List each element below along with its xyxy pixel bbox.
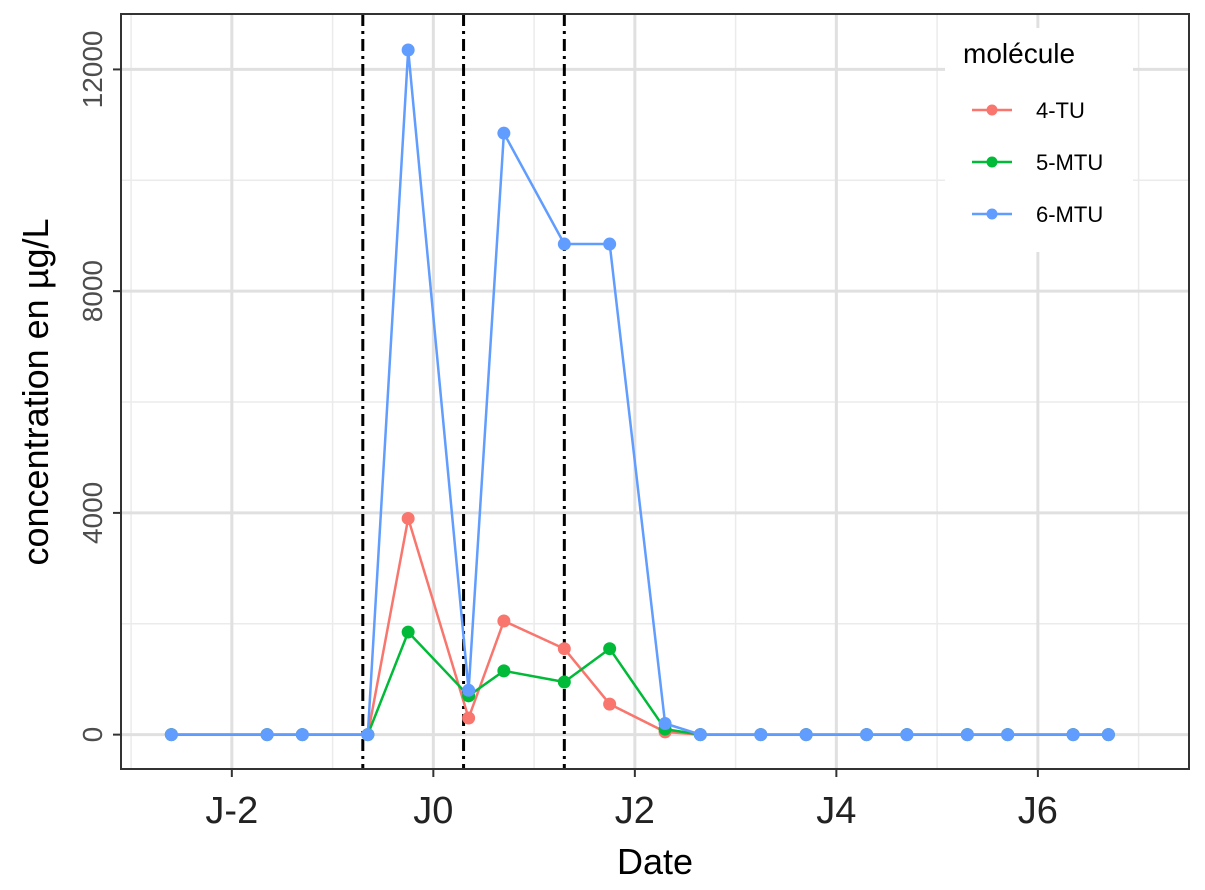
data-point (1101, 728, 1115, 742)
data-point (860, 728, 874, 742)
data-point (557, 642, 571, 656)
data-series (164, 43, 1115, 742)
data-point (462, 683, 476, 697)
legend-entry-4-TU: 4-TU (972, 98, 1085, 123)
data-point (557, 237, 571, 251)
data-point (497, 614, 511, 628)
legend-entry-label: 5-MTU (1036, 150, 1103, 175)
data-point (497, 664, 511, 678)
data-point (1001, 728, 1015, 742)
data-point (658, 717, 672, 731)
data-point (754, 728, 768, 742)
data-point (401, 511, 415, 525)
x-axis-title: Date (617, 841, 693, 882)
x-tick-label: J2 (615, 790, 655, 832)
grid-lines (121, 14, 1189, 769)
y-tick-label: 0 (77, 727, 108, 743)
data-point (799, 728, 813, 742)
x-tick-label: J4 (816, 790, 856, 832)
x-tick-label: J0 (413, 790, 453, 832)
data-point (960, 728, 974, 742)
data-point (401, 625, 415, 639)
y-axis-title: concentration en µg/L (15, 219, 56, 566)
data-point (693, 728, 707, 742)
legend-entry-6-MTU: 6-MTU (972, 202, 1103, 227)
y-tick-label: 8000 (77, 260, 108, 322)
legend-key-point (986, 208, 998, 220)
legend-title: molécule (963, 38, 1075, 69)
data-point (900, 728, 914, 742)
data-point (260, 728, 274, 742)
data-point (164, 728, 178, 742)
data-point (603, 642, 617, 656)
data-point (497, 126, 511, 140)
legend-entry-label: 6-MTU (1036, 202, 1103, 227)
data-point (1066, 728, 1080, 742)
y-tick-label: 4000 (77, 482, 108, 544)
x-tick-label: J6 (1018, 790, 1058, 832)
x-tick-label: J-2 (205, 790, 258, 832)
data-point (295, 728, 309, 742)
legend-entries: 4-TU 5-MTU 6-MTU (972, 98, 1103, 227)
plot-panel-border (120, 13, 1190, 770)
series-6-MTU (164, 43, 1115, 742)
axes: J-2 J0 J2 J4 J6 0 4000 8000 12000 (77, 30, 1058, 832)
data-point (557, 675, 571, 689)
legend-entry-5-MTU: 5-MTU (972, 150, 1103, 175)
legend-entry-label: 4-TU (1036, 98, 1085, 123)
legend-key-point (986, 104, 998, 116)
data-point (401, 43, 415, 57)
legend: molécule 4-TU 5-MTU 6-MTU (945, 28, 1133, 252)
data-point (361, 728, 375, 742)
data-point (603, 697, 617, 711)
data-point (462, 711, 476, 725)
y-tick-label: 12000 (77, 30, 108, 108)
legend-key-point (986, 156, 998, 168)
data-point (603, 237, 617, 251)
